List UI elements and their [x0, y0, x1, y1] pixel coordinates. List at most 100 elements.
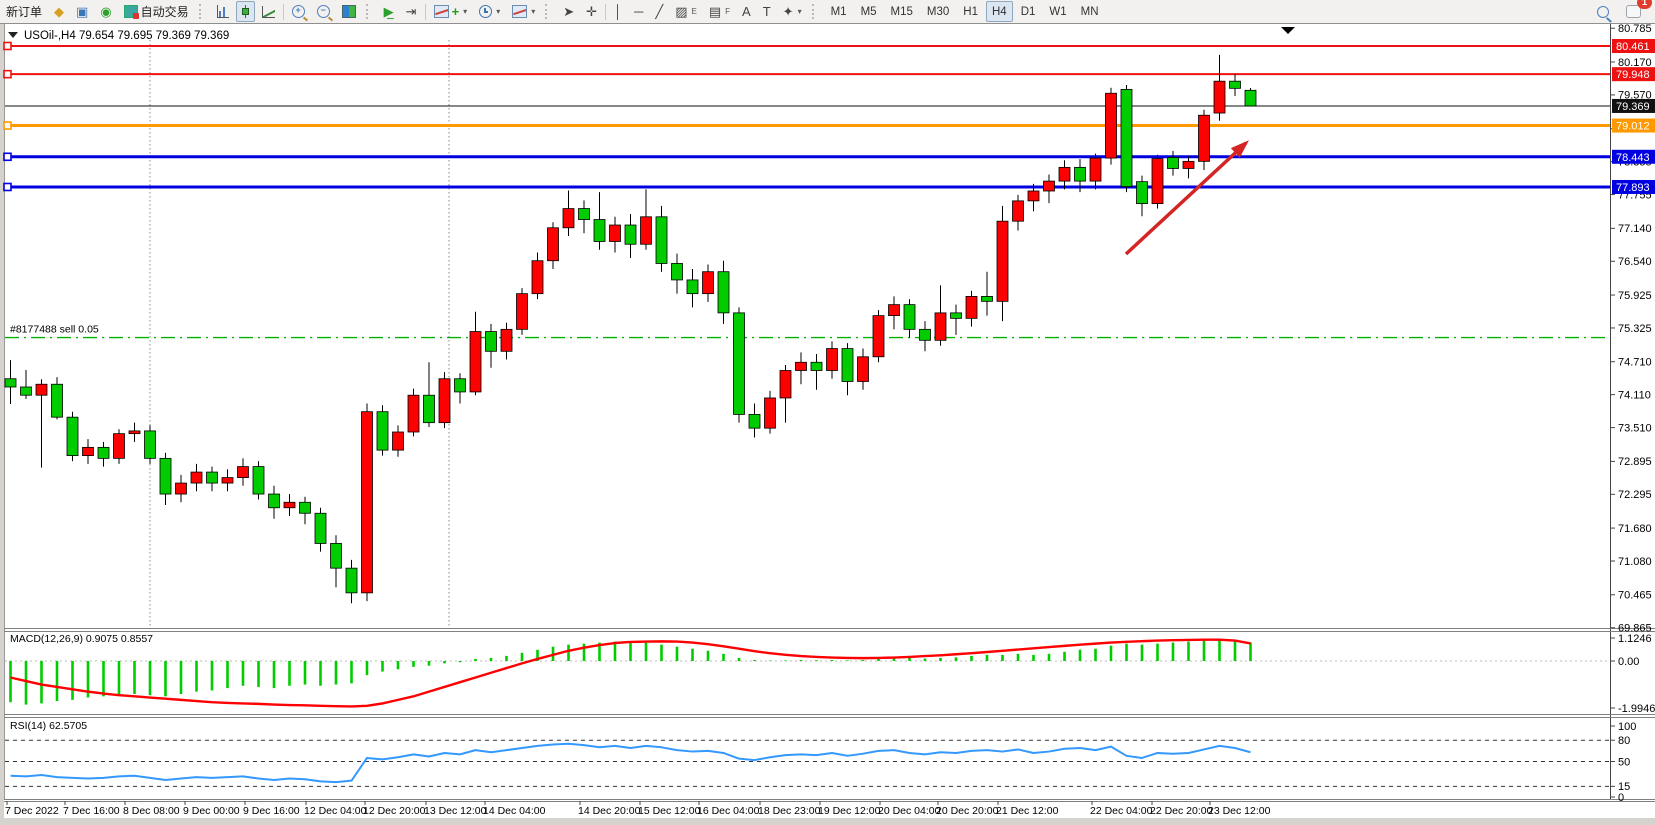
timeframe-w1[interactable]: W1: [1049, 5, 1067, 18]
auto-scroll-button[interactable]: ▶̲: [379, 1, 399, 22]
level-line-anchor[interactable]: [3, 182, 12, 192]
toolbar-separator: [424, 3, 426, 20]
candlestick: [361, 411, 373, 594]
candlestick: [779, 370, 792, 399]
price-tick-label: 73.510: [1618, 422, 1652, 434]
macd-axis-label: 1.1246: [1618, 633, 1652, 645]
collapse-triangle-icon[interactable]: [8, 32, 18, 38]
candlestick: [1198, 114, 1210, 162]
timeframe-m1[interactable]: M1: [830, 5, 847, 18]
trend-arrow-head[interactable]: [1230, 140, 1249, 158]
candlestick: [35, 383, 48, 396]
channel-label: E: [691, 7, 697, 16]
timeframe-mn[interactable]: MN: [1080, 5, 1099, 18]
text-button[interactable]: A: [737, 1, 756, 22]
new-order-button[interactable]: 新订单: [1, 1, 47, 22]
level-line-anchor[interactable]: [3, 69, 12, 79]
arrows-button[interactable]: ✦ ▾: [778, 1, 807, 22]
level-line-anchor[interactable]: [3, 152, 12, 162]
candlestick: [175, 482, 187, 495]
candlestick: [299, 501, 311, 514]
channel-button[interactable]: ▨ E: [670, 1, 702, 22]
search-button[interactable]: [1592, 1, 1614, 22]
candlestick: [531, 260, 544, 295]
auto-trading-label: 自动交易: [140, 5, 189, 19]
candlestick: [345, 567, 358, 594]
candlestick: [516, 293, 528, 330]
toolbar-grip: [198, 4, 208, 19]
equidistant-channel-icon: ▨: [675, 4, 688, 19]
candlestick-icon: [241, 5, 250, 18]
terminal-button[interactable]: ▣: [71, 1, 93, 22]
toolbar-separator: [282, 3, 284, 20]
timeframe-m5[interactable]: M5: [860, 5, 877, 18]
periods-button[interactable]: ▾: [474, 1, 505, 22]
sell-position-label: #8177488 sell 0.05: [10, 324, 99, 336]
line-chart-button[interactable]: [257, 1, 280, 22]
candlestick: [1244, 89, 1257, 107]
candlestick: [1012, 200, 1024, 222]
time-axis-label: 22 Dec 04:00: [1090, 805, 1153, 817]
candlestick: [423, 394, 435, 424]
toolbar-separator: [605, 3, 607, 20]
chevron-down-icon: ▾: [463, 7, 468, 16]
candlestick: [469, 331, 482, 393]
vertical-line-button[interactable]: │: [609, 1, 627, 22]
zoom-in-button[interactable]: +: [287, 1, 310, 22]
timeframe-m15[interactable]: M15: [890, 5, 913, 18]
timeframe-h1[interactable]: H1: [963, 5, 978, 18]
price-tick-label: 79.570: [1618, 90, 1652, 102]
text-label-button[interactable]: T: [758, 1, 776, 22]
rsi-axis-label: 100: [1618, 721, 1636, 733]
time-axis-label: 12 Dec 20:00: [363, 805, 426, 817]
candlestick-chart-button[interactable]: [235, 1, 255, 22]
time-axis-label: 19 Dec 12:00: [818, 805, 881, 817]
chart-shift-marker[interactable]: [1281, 27, 1295, 34]
candlestick: [268, 493, 280, 509]
price-level-badge: [1612, 179, 1655, 194]
tile-windows-button[interactable]: [337, 1, 361, 22]
price-tick-label: 71.080: [1618, 556, 1652, 568]
price-level-badge-label: 79.012: [1616, 121, 1650, 133]
candlestick: [97, 446, 110, 459]
timeframe-h4[interactable]: H4: [986, 1, 1013, 22]
bar-chart-button[interactable]: [212, 1, 234, 22]
notifications-button[interactable]: 1: [1621, 0, 1652, 22]
candlestick: [764, 397, 776, 429]
templates-button[interactable]: ▾: [507, 1, 540, 22]
price-level-badge-label: 79.948: [1616, 69, 1650, 81]
candlestick: [996, 220, 1009, 302]
timeframe-m30[interactable]: M30: [926, 5, 950, 18]
auto-scroll-icon: ▶̲: [383, 4, 394, 19]
trend-arrow-line[interactable]: [1124, 141, 1248, 256]
auto-trading-button[interactable]: 自动交易: [119, 1, 194, 22]
price-tick-label: 74.710: [1618, 357, 1652, 369]
candlestick: [113, 433, 125, 459]
time-axis-label: 9 Dec 16:00: [243, 805, 300, 817]
timeframe-d1[interactable]: D1: [1020, 5, 1036, 18]
candlestick: [438, 378, 451, 424]
macd-signal-line: [10, 638, 1251, 708]
cursor-button[interactable]: ➤: [558, 1, 579, 22]
trendline-button[interactable]: ╱: [650, 1, 668, 22]
trendline-icon: ╱: [655, 4, 664, 19]
candlestick: [1120, 89, 1133, 187]
zoom-out-button[interactable]: −: [312, 1, 335, 22]
candlestick: [547, 227, 559, 262]
chart-shift-button[interactable]: ⇥: [401, 1, 422, 22]
horizontal-line-button[interactable]: ─: [629, 1, 648, 22]
chart-canvas[interactable]: 80.78580.17079.57078.95578.35577.75577.1…: [0, 23, 1655, 825]
chat-bubble-icon: [1626, 5, 1641, 18]
market-watch-button[interactable]: ◆: [49, 1, 69, 22]
signals-button[interactable]: ◉: [95, 1, 116, 22]
level-line-anchor[interactable]: [3, 121, 12, 130]
add-indicator-button[interactable]: + ▾: [429, 1, 473, 22]
time-axis-label: 20 Dec 04:00: [878, 805, 941, 817]
level-line-anchor[interactable]: [3, 41, 12, 51]
fibonacci-button[interactable]: ▤ F: [704, 1, 735, 22]
time-axis-label: 18 Dec 23:00: [758, 805, 821, 817]
candlestick: [407, 394, 420, 433]
candlestick: [1136, 181, 1148, 205]
search-icon: [1597, 5, 1609, 18]
crosshair-button[interactable]: ✛: [581, 1, 602, 22]
